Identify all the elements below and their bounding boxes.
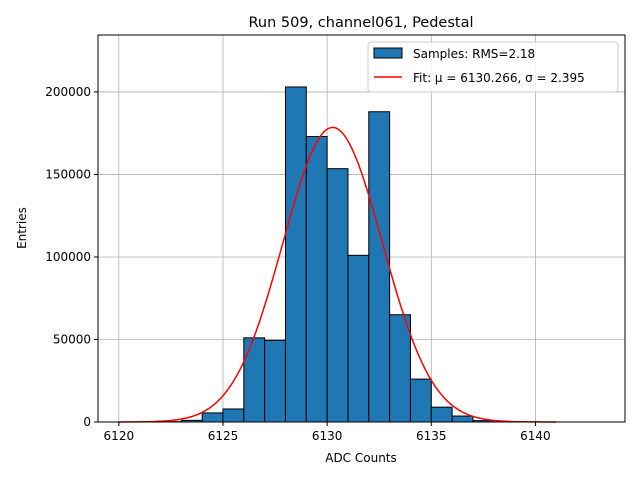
x-axis-label: ADC Counts [325, 451, 397, 465]
y-tick-label: 150000 [45, 167, 91, 181]
histogram-bar [244, 338, 265, 422]
histogram-bar [265, 340, 286, 422]
histogram-bar [327, 169, 348, 422]
legend-label-fit: Fit: μ = 6130.266, σ = 2.395 [413, 71, 585, 85]
y-tick-label: 100000 [45, 250, 91, 264]
x-tick-label: 6125 [208, 429, 239, 443]
x-tick-label: 6130 [312, 429, 343, 443]
histogram-bar [223, 409, 244, 422]
histogram-bar [202, 413, 223, 422]
y-axis-label: Entries [15, 207, 29, 249]
x-tick-label: 6135 [416, 429, 447, 443]
histogram-bar [285, 87, 306, 422]
y-tick-label: 50000 [53, 332, 91, 346]
legend: Samples: RMS=2.18 Fit: μ = 6130.266, σ =… [368, 42, 618, 92]
histogram-bar [431, 407, 452, 422]
y-tick-label: 200000 [45, 85, 91, 99]
histogram-bar [452, 416, 473, 422]
histogram-bar [410, 379, 431, 422]
x-tick-label: 6140 [520, 429, 551, 443]
chart-title: Run 509, channel061, Pedestal [248, 15, 473, 31]
y-tick-label: 0 [83, 415, 91, 429]
x-tick-label: 6120 [104, 429, 135, 443]
histogram-bar [306, 136, 327, 422]
histogram-bar [369, 112, 390, 422]
histogram-bar [348, 255, 369, 422]
legend-label-samples: Samples: RMS=2.18 [413, 47, 535, 61]
legend-patch-samples [374, 48, 402, 58]
histogram-bar [390, 315, 411, 422]
